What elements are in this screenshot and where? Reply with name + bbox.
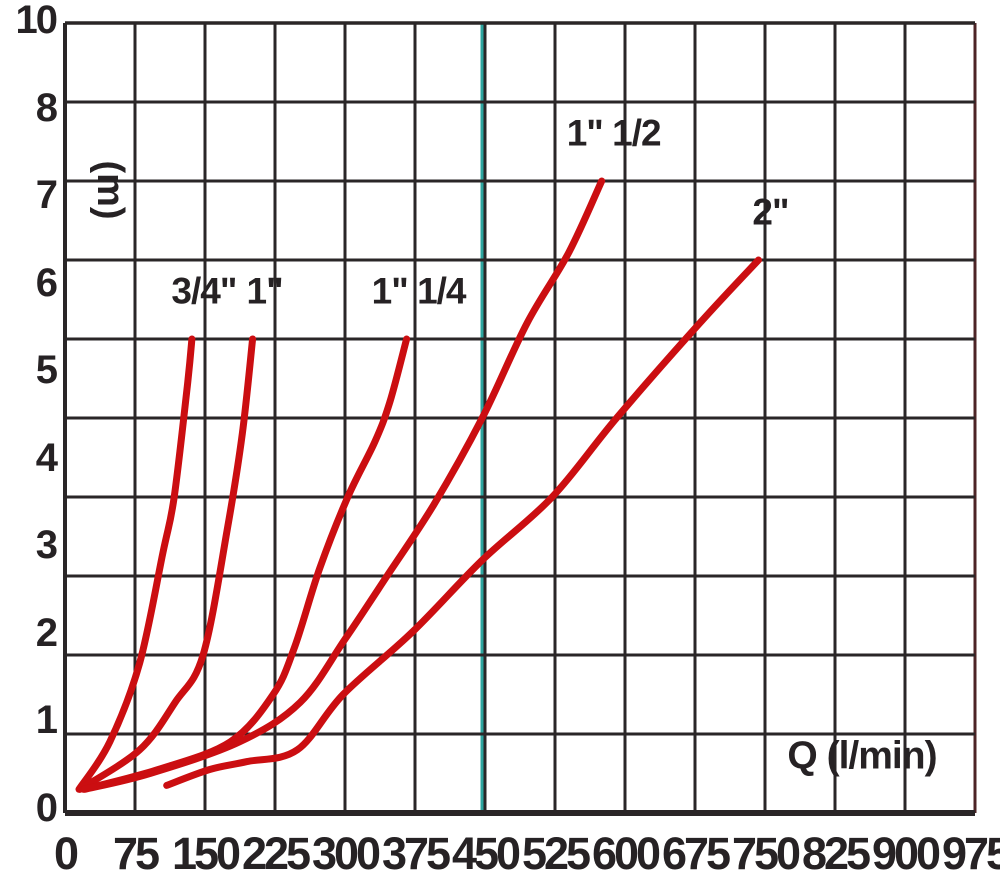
- y-tick-label: 5: [35, 348, 58, 392]
- curve-label-3-4-: 3/4": [171, 270, 237, 312]
- x-tick-label: 825: [801, 828, 871, 875]
- x-tick-label: 450: [451, 828, 521, 875]
- x-tick-label: 900: [871, 828, 941, 875]
- y-tick-label: 0: [35, 785, 58, 830]
- curve-1-1-2: [81, 177, 606, 793]
- curve-label-2-: 2": [752, 191, 789, 233]
- x-tick-label: 150: [171, 828, 241, 875]
- y-tick-label: 3: [35, 523, 58, 567]
- x-tick-label: 975: [941, 828, 1000, 875]
- x-tick-label: 600: [591, 828, 661, 875]
- curve-3-4-: [75, 335, 196, 793]
- y-tick-label: 2: [35, 610, 58, 655]
- x-tick-label: 675: [661, 828, 731, 875]
- x-tick-label: 0: [53, 828, 79, 875]
- y-tick-label: 7: [35, 173, 58, 217]
- x-tick-label: 375: [381, 828, 451, 875]
- curve-label-1-1-4: 1" 1/4: [371, 270, 467, 312]
- y-axis-title: (m): [89, 160, 131, 220]
- x-tick-label: 750: [731, 828, 801, 875]
- x-tick-label: 525: [521, 828, 591, 875]
- y-tick-label: 1: [35, 698, 58, 742]
- curve-1-: [76, 335, 257, 793]
- curve-2-: [163, 256, 762, 789]
- y-tick-label: 8: [35, 85, 58, 130]
- y-tick-label: 10: [15, 0, 59, 42]
- curve-label-1-: 1": [246, 270, 284, 312]
- y-tick-label: 6: [35, 260, 58, 305]
- x-axis-title: Q (l/min): [787, 734, 937, 778]
- y-tick-label: 4: [35, 435, 58, 480]
- curve-label-1-1-2: 1" 1/2: [566, 112, 662, 154]
- x-tick-label: 75: [112, 828, 160, 875]
- x-tick-label: 225: [241, 828, 311, 875]
- x-tick-label: 300: [311, 828, 381, 875]
